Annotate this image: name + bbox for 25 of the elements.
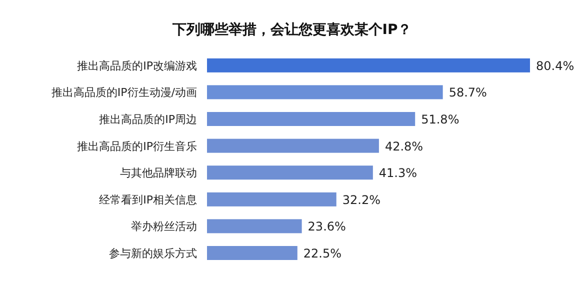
bar [207, 166, 373, 180]
y-tick-label: 推出高品质的IP衍生动漫/动画 [51, 86, 197, 100]
bar [207, 58, 530, 72]
bar [207, 246, 298, 260]
bar [207, 85, 443, 100]
chart-title: 下列哪些举措，会让您更喜欢某个IP？ [171, 21, 412, 38]
bar [207, 219, 302, 234]
data-label: 80.4% [536, 58, 574, 73]
data-label: 23.6% [308, 220, 346, 234]
y-tick-label: 经常看到IP相关信息 [99, 193, 197, 206]
y-tick-label: 举办粉丝活动 [131, 220, 197, 234]
bar [207, 138, 379, 153]
bar [207, 192, 336, 206]
data-label: 58.7% [448, 86, 487, 100]
y-tick-label: 推出高品质的IP周边 [99, 113, 197, 126]
y-tick-label: 参与新的娱乐方式 [109, 247, 197, 260]
data-label: 32.2% [342, 192, 380, 207]
y-tick-label: 推出高品质的IP改编游戏 [77, 59, 197, 72]
data-label: 41.3% [378, 166, 418, 180]
data-label: 42.8% [384, 139, 424, 154]
y-tick-label: 推出高品质的IP衍生音乐 [77, 140, 197, 153]
data-label: 51.8% [421, 112, 460, 126]
y-tick-label: 与其他品牌联动 [120, 166, 197, 180]
data-label: 22.5% [303, 246, 342, 260]
bar [207, 112, 416, 126]
